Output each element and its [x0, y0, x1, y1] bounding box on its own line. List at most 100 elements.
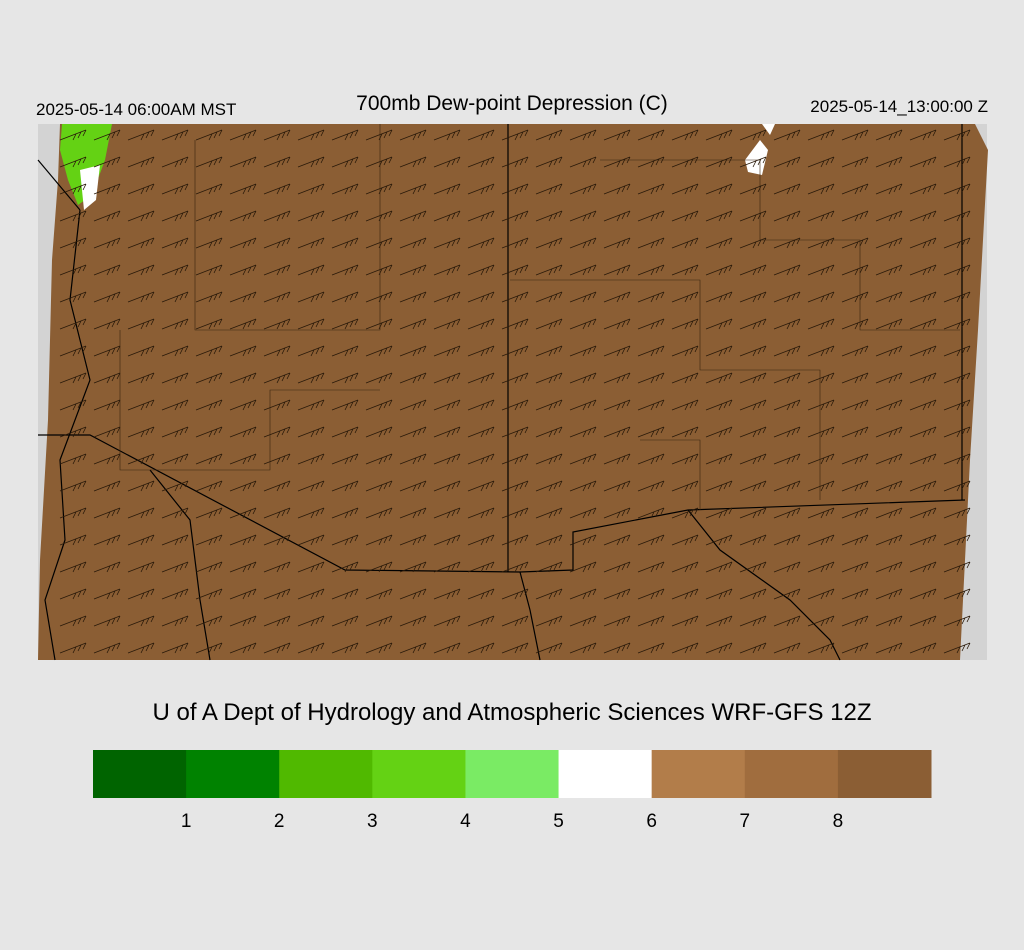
wind-barb: [297, 399, 325, 411]
wind-barb: [59, 237, 87, 249]
wind-barb: [807, 345, 835, 357]
wind-barb: [331, 129, 359, 141]
wind-barb: [127, 507, 155, 519]
wind-barb: [127, 156, 155, 168]
wind-barb: [705, 237, 733, 249]
wind-barb: [263, 588, 291, 600]
wind-barb: [229, 264, 257, 276]
wind-barb: [263, 237, 291, 249]
wind-barb: [637, 372, 665, 384]
wind-barb: [501, 156, 529, 168]
wind-barb: [705, 426, 733, 438]
wind-barb: [909, 426, 937, 438]
wind-barb: [875, 480, 903, 492]
wind-barb: [943, 129, 971, 141]
wind-barb: [535, 129, 563, 141]
wind-barb: [399, 480, 427, 492]
wind-barb: [841, 399, 869, 411]
wind-barb: [841, 183, 869, 195]
wind-barb: [59, 453, 87, 465]
wind-barb: [467, 291, 495, 303]
colorbar-segment: [279, 750, 373, 798]
wind-barb: [59, 210, 87, 222]
wind-barb: [331, 453, 359, 465]
wind-barb: [637, 129, 665, 141]
wind-barbs: [59, 129, 971, 654]
wind-barb: [399, 534, 427, 546]
wind-barb: [807, 210, 835, 222]
wind-barb: [433, 129, 461, 141]
wind-barb: [263, 264, 291, 276]
wind-barb: [535, 426, 563, 438]
wind-barb: [739, 642, 767, 654]
wind-barb: [331, 399, 359, 411]
wind-barb: [943, 183, 971, 195]
wind-barb: [807, 642, 835, 654]
wind-barb: [773, 426, 801, 438]
wind-barb: [127, 237, 155, 249]
wind-barb: [365, 426, 393, 438]
wind-barb: [807, 156, 835, 168]
wind-barb: [467, 129, 495, 141]
wind-barb: [807, 561, 835, 573]
wind-barb: [399, 507, 427, 519]
wind-barb: [603, 642, 631, 654]
wind-barb: [739, 534, 767, 546]
wind-barb: [161, 183, 189, 195]
wind-barb: [399, 237, 427, 249]
wind-barb: [433, 399, 461, 411]
wind-barb: [569, 210, 597, 222]
wind-barb: [501, 291, 529, 303]
wind-barb: [229, 588, 257, 600]
wind-barb: [127, 264, 155, 276]
wind-barb: [331, 291, 359, 303]
wind-barb: [739, 156, 767, 168]
wind-barb: [501, 588, 529, 600]
wind-barb: [263, 561, 291, 573]
colorbar-tick-label: 8: [833, 811, 844, 832]
wind-barb: [909, 372, 937, 384]
wind-barb: [297, 129, 325, 141]
wind-barb: [433, 210, 461, 222]
wind-barb: [535, 372, 563, 384]
wind-barb: [603, 480, 631, 492]
wind-barb: [637, 345, 665, 357]
wind-barb: [773, 480, 801, 492]
wind-barb: [875, 615, 903, 627]
wind-barb: [501, 480, 529, 492]
wind-barb: [875, 561, 903, 573]
wind-barb: [943, 345, 971, 357]
wind-barb: [331, 507, 359, 519]
wind-barb: [705, 588, 733, 600]
wind-barb: [127, 183, 155, 195]
wind-barb: [637, 264, 665, 276]
wind-barb: [297, 480, 325, 492]
wind-barb: [161, 615, 189, 627]
wind-barb: [93, 534, 121, 546]
wind-barb: [739, 561, 767, 573]
colorbar-segment: [744, 750, 839, 798]
wind-barb: [195, 588, 223, 600]
wind-barb: [229, 453, 257, 465]
wind-barb: [909, 615, 937, 627]
wind-barb: [195, 453, 223, 465]
wind-barb: [705, 642, 733, 654]
wind-barb: [603, 534, 631, 546]
wind-barb: [365, 480, 393, 492]
wind-barb: [739, 183, 767, 195]
wind-barb: [535, 615, 563, 627]
wind-barb: [739, 210, 767, 222]
wind-barb: [93, 453, 121, 465]
wind-barb: [365, 210, 393, 222]
wind-barb: [875, 507, 903, 519]
wind-barb: [195, 237, 223, 249]
wind-barb: [535, 453, 563, 465]
wind-barb: [807, 264, 835, 276]
wind-barb: [297, 615, 325, 627]
wind-barb: [841, 345, 869, 357]
wind-barb: [535, 534, 563, 546]
wind-barb: [875, 588, 903, 600]
wind-barb: [603, 264, 631, 276]
wind-barb: [331, 237, 359, 249]
wind-barb: [467, 642, 495, 654]
